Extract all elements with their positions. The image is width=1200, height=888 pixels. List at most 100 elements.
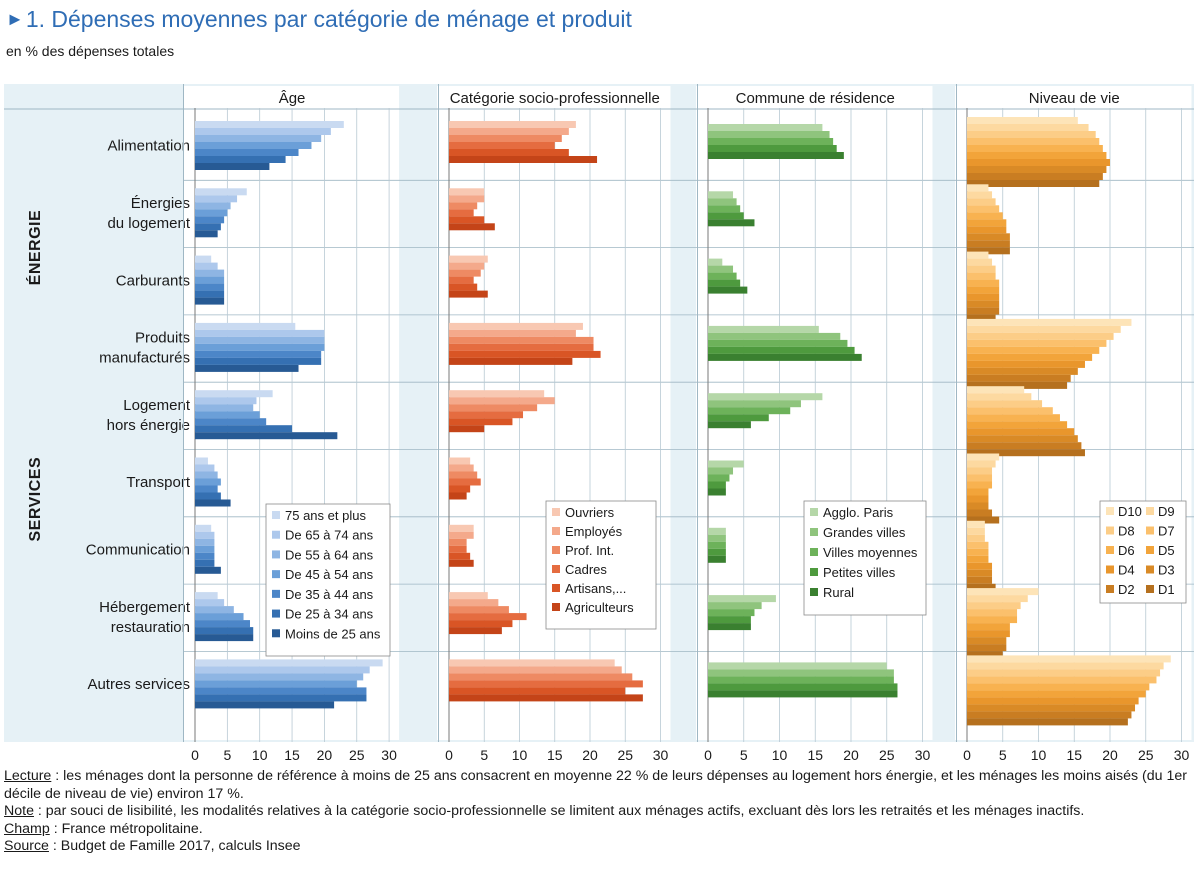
bar [967, 407, 1053, 415]
bar [449, 357, 573, 365]
bar [195, 524, 212, 532]
bar [708, 124, 823, 131]
bar [967, 318, 1132, 326]
bar [967, 393, 1032, 401]
x-tick-label: 30 [381, 747, 397, 763]
bar [195, 694, 367, 702]
bar [195, 478, 221, 486]
bar [195, 223, 221, 231]
legend-swatch [272, 589, 280, 598]
bar [967, 152, 1107, 159]
x-tick-label: 20 [843, 747, 859, 763]
bar [195, 457, 208, 465]
x-tick-label: 25 [617, 747, 633, 763]
bar [195, 411, 260, 419]
bar [195, 350, 322, 358]
bar [967, 704, 1136, 712]
bar [967, 488, 989, 496]
legend-swatch [1106, 526, 1114, 535]
category-label: manufacturés [99, 350, 190, 367]
legend-label: D1 [1158, 582, 1175, 597]
legend-swatch [552, 527, 560, 535]
bar [708, 460, 744, 468]
bar [449, 322, 583, 330]
legend-label: D3 [1158, 563, 1175, 578]
legend-swatch [810, 528, 818, 536]
bar [449, 666, 622, 674]
bar [449, 195, 485, 203]
bar [967, 360, 1085, 368]
bar [967, 651, 1003, 659]
legend-label: D5 [1158, 543, 1175, 558]
bar [449, 121, 576, 128]
bar [967, 453, 1000, 461]
x-tick-label: 5 [740, 747, 748, 763]
bar [449, 627, 502, 635]
note-text: : France métropolitaine. [49, 820, 203, 837]
notes-block: Lecture : les ménages dont la personne d… [4, 768, 1194, 856]
bar [967, 325, 1121, 333]
legend-label: Artisans,... [565, 581, 626, 596]
legend-swatch [272, 530, 280, 539]
bar [449, 156, 598, 163]
bar [449, 418, 513, 426]
bar [195, 673, 364, 681]
bar [449, 531, 474, 539]
bar [195, 492, 221, 500]
bar [708, 683, 898, 691]
bar [967, 449, 1085, 457]
bar [708, 279, 741, 287]
legend: D10 D9 D8 D7 D6 D5 D4 D3 D2 D1 [1099, 500, 1187, 604]
bar [449, 262, 485, 270]
bar [449, 545, 467, 553]
bar [449, 471, 478, 479]
bar [195, 701, 335, 709]
bar [967, 219, 1007, 227]
bar [449, 687, 626, 695]
bar [967, 272, 996, 280]
bar [708, 353, 862, 361]
bar [708, 212, 744, 220]
bar [195, 566, 221, 574]
legend-label: Prof. Int. [565, 543, 614, 558]
legend-swatch [810, 508, 818, 516]
bar [967, 180, 1100, 187]
panel-header-strip [696, 86, 933, 109]
category-label: Communication [86, 541, 190, 558]
x-tick-label: 0 [704, 747, 712, 763]
note-source: Source : Budget de Famille 2017, calculs… [4, 838, 1194, 856]
bar [967, 400, 1043, 408]
x-tick-label: 25 [879, 747, 895, 763]
legend-label: D4 [1118, 563, 1135, 578]
x-tick-label: 10 [772, 747, 788, 763]
bar [708, 421, 751, 429]
bar [967, 159, 1110, 166]
bar [967, 609, 1018, 617]
bar [195, 634, 254, 642]
note-label: Champ [4, 820, 50, 837]
chart-svg: Alimentation Énergies du logement Carburant… [4, 84, 1194, 763]
bar [195, 471, 218, 479]
bar [449, 290, 488, 298]
bar [967, 233, 1010, 241]
category-label: Logement [123, 397, 191, 414]
bar [449, 329, 576, 337]
bar [967, 205, 1000, 213]
legend-box [803, 500, 927, 616]
bar [195, 262, 218, 270]
bar [195, 269, 225, 277]
bar [967, 655, 1171, 663]
bar [708, 414, 769, 422]
bar [195, 329, 325, 337]
bar [708, 205, 741, 213]
bar [708, 346, 855, 354]
bar [967, 616, 1018, 624]
bar [967, 541, 989, 549]
bar [708, 265, 734, 273]
figure-title-text: Dépenses moyennes par catégorie de ménag… [51, 6, 632, 32]
bar [967, 662, 1164, 670]
bar [967, 690, 1146, 698]
bar [449, 142, 555, 149]
figure-number: 1. [25, 6, 46, 32]
bar [449, 599, 499, 607]
